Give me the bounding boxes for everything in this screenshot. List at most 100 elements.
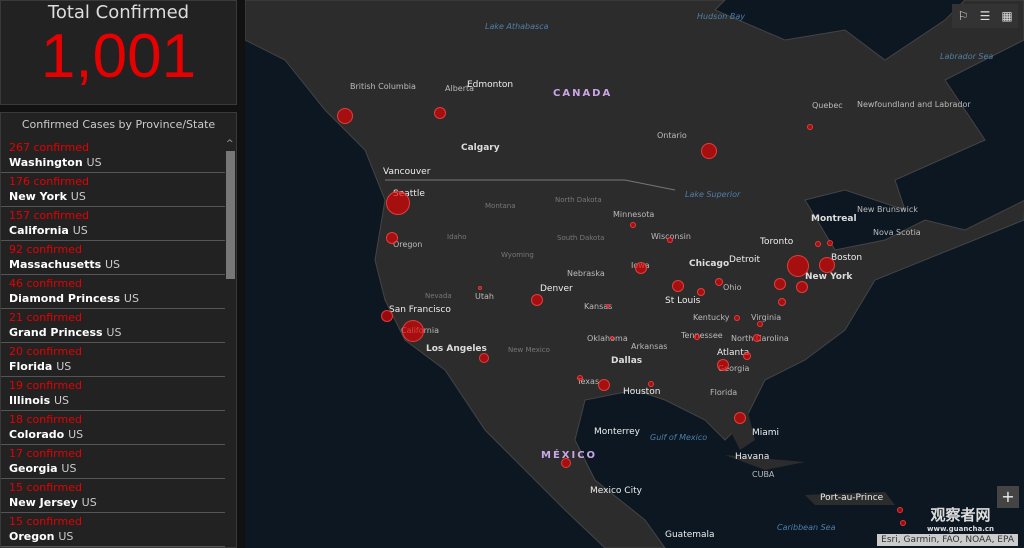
map-label: Texas <box>577 377 600 386</box>
confirmed-count: 267 confirmed <box>9 141 89 154</box>
scrollbar-thumb[interactable] <box>226 151 235 279</box>
case-bubble[interactable] <box>717 359 729 371</box>
list-item[interactable]: 176 confirmed New York US <box>1 173 225 207</box>
list-item[interactable]: 18 confirmed Colorado US <box>1 411 225 445</box>
case-bubble[interactable] <box>434 107 446 119</box>
case-bubble[interactable] <box>635 262 647 274</box>
case-bubble[interactable] <box>734 412 746 424</box>
case-bubble[interactable] <box>402 320 424 342</box>
list-item[interactable]: 21 confirmed Grand Princess US <box>1 309 225 343</box>
map-label: Nevada <box>425 292 452 300</box>
case-bubble[interactable] <box>531 294 543 306</box>
map-label: Lake Superior <box>685 190 741 199</box>
case-bubble[interactable] <box>630 222 636 228</box>
list-item[interactable]: 92 confirmed Massachusetts US <box>1 241 225 275</box>
list-icon[interactable]: ☰ <box>979 9 991 23</box>
scrollbar[interactable]: ^ <box>225 139 236 547</box>
map-label: Caribbean Sea <box>777 523 836 532</box>
list-item[interactable]: 46 confirmed Diamond Princess US <box>1 275 225 309</box>
case-bubble[interactable] <box>478 286 482 290</box>
map-label: Newfoundland and Labrador <box>857 100 971 109</box>
case-bubble[interactable] <box>610 336 614 340</box>
case-bubble[interactable] <box>796 281 808 293</box>
map-label: Calgary <box>461 143 500 153</box>
map-label: Kansas <box>584 302 613 311</box>
total-confirmed-panel: Total Confirmed 1,001 <box>0 0 237 105</box>
case-bubble[interactable] <box>807 124 813 130</box>
total-title: Total Confirmed <box>47 2 190 23</box>
case-bubble[interactable] <box>897 507 903 513</box>
confirmed-count: 176 confirmed <box>9 175 89 188</box>
case-bubble[interactable] <box>672 280 684 292</box>
case-bubble[interactable] <box>787 255 809 277</box>
confirmed-count: 157 confirmed <box>9 209 89 222</box>
map-label: New Mexico <box>508 346 550 354</box>
case-bubble[interactable] <box>734 315 740 321</box>
province-list-panel: Confirmed Cases by Province/State 267 co… <box>0 112 237 548</box>
case-bubble[interactable] <box>694 334 700 340</box>
case-bubble[interactable] <box>697 288 705 296</box>
confirmed-count: 46 confirmed <box>9 277 82 290</box>
bookmark-icon[interactable]: ⚐ <box>957 9 969 23</box>
map-label: St Louis <box>665 296 701 306</box>
case-bubble[interactable] <box>778 298 786 306</box>
case-bubble[interactable] <box>774 278 786 290</box>
case-bubble[interactable] <box>667 237 673 243</box>
map-label: Arkansas <box>631 342 668 351</box>
attribution: Esri, Garmin, FAO, NOAA, EPA <box>877 534 1018 546</box>
map-label: British Columbia <box>350 82 416 91</box>
map[interactable]: Lake Athabasca Hudson Bay Labrador Sea Brit… <box>245 0 1024 548</box>
country: US <box>81 496 97 509</box>
case-bubble[interactable] <box>577 375 583 381</box>
map-label: Dallas <box>611 356 643 366</box>
list-item[interactable]: 19 confirmed Illinois US <box>1 377 225 411</box>
country: US <box>56 360 72 373</box>
country: US <box>86 156 102 169</box>
place-name: New Jersey <box>9 496 78 509</box>
case-bubble[interactable] <box>598 379 610 391</box>
case-bubble[interactable] <box>381 310 393 322</box>
map-label: Havana <box>735 452 770 462</box>
list-item[interactable]: 15 confirmed Oregon US <box>1 513 225 547</box>
map-label: Toronto <box>760 237 794 247</box>
map-label: CUBA <box>752 470 775 479</box>
scroll-up-icon[interactable]: ^ <box>226 139 234 149</box>
case-bubble[interactable] <box>386 191 410 215</box>
map-label: Florida <box>710 388 738 397</box>
map-label: Nova Scotia <box>873 228 921 237</box>
place-name: California <box>9 224 69 237</box>
list-item[interactable]: 20 confirmed Florida US <box>1 343 225 377</box>
case-bubble[interactable] <box>757 321 763 327</box>
case-bubble[interactable] <box>819 257 835 273</box>
list-item[interactable]: 267 confirmed Washington US <box>1 139 225 173</box>
list-title: Confirmed Cases by Province/State <box>21 118 216 131</box>
total-value: 1,001 <box>40 22 197 91</box>
list-item[interactable]: 15 confirmed New Jersey US <box>1 479 225 513</box>
case-bubble[interactable] <box>606 304 610 308</box>
map-label: Wyoming <box>501 251 534 259</box>
case-bubble[interactable] <box>561 458 571 468</box>
case-bubble[interactable] <box>827 240 833 246</box>
zoom-in-button[interactable]: + <box>997 486 1019 508</box>
case-bubble[interactable] <box>701 143 717 159</box>
case-bubble[interactable] <box>753 334 761 342</box>
map-label: Detroit <box>729 255 761 265</box>
map-label: Alberta <box>445 84 475 93</box>
case-bubble[interactable] <box>386 232 398 244</box>
case-bubble[interactable] <box>815 241 821 247</box>
case-bubble[interactable] <box>648 381 654 387</box>
grid-icon[interactable]: ▦ <box>1001 9 1013 23</box>
case-bubble[interactable] <box>715 278 723 286</box>
case-bubble[interactable] <box>900 520 906 526</box>
case-bubble[interactable] <box>479 353 489 363</box>
place-name: Massachusetts <box>9 258 102 271</box>
country: US <box>105 258 121 271</box>
map-label: Miami <box>752 428 780 438</box>
list-item[interactable]: 17 confirmed Georgia US <box>1 445 225 479</box>
case-bubble[interactable] <box>337 108 353 124</box>
case-bubble[interactable] <box>743 352 751 360</box>
list-item[interactable]: 157 confirmed California US <box>1 207 225 241</box>
map-label: San Francisco <box>389 305 451 315</box>
map-label: CANADA <box>553 88 613 99</box>
place-name: New York <box>9 190 67 203</box>
